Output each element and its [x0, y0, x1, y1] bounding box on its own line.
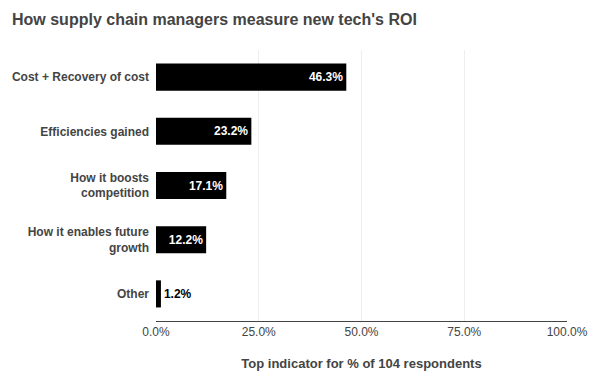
svg-text:100.0%: 100.0%	[547, 325, 588, 339]
svg-text:Efficiencies gained: Efficiencies gained	[40, 125, 149, 139]
svg-text:0.0%: 0.0%	[142, 325, 170, 339]
svg-text:Cost + Recovery of cost: Cost + Recovery of cost	[12, 70, 149, 84]
svg-text:Other: Other	[117, 287, 149, 301]
svg-text:25.0%: 25.0%	[242, 325, 276, 339]
svg-text:17.1%: 17.1%	[189, 179, 223, 193]
svg-text:23.2%: 23.2%	[214, 124, 248, 138]
svg-text:46.3%: 46.3%	[309, 70, 343, 84]
svg-text:How it boostscompetition: How it boostscompetition	[70, 171, 149, 201]
svg-text:50.0%: 50.0%	[344, 325, 378, 339]
svg-text:12.2%: 12.2%	[169, 233, 203, 247]
svg-text:How it enables futuregrowth: How it enables futuregrowth	[28, 225, 150, 255]
svg-text:Top indicator for % of 104 res: Top indicator for % of 104 respondents	[241, 356, 481, 371]
svg-text:1.2%: 1.2%	[164, 287, 192, 301]
svg-text:75.0%: 75.0%	[447, 325, 481, 339]
svg-text:How supply chain managers meas: How supply chain managers measure new te…	[12, 11, 417, 28]
